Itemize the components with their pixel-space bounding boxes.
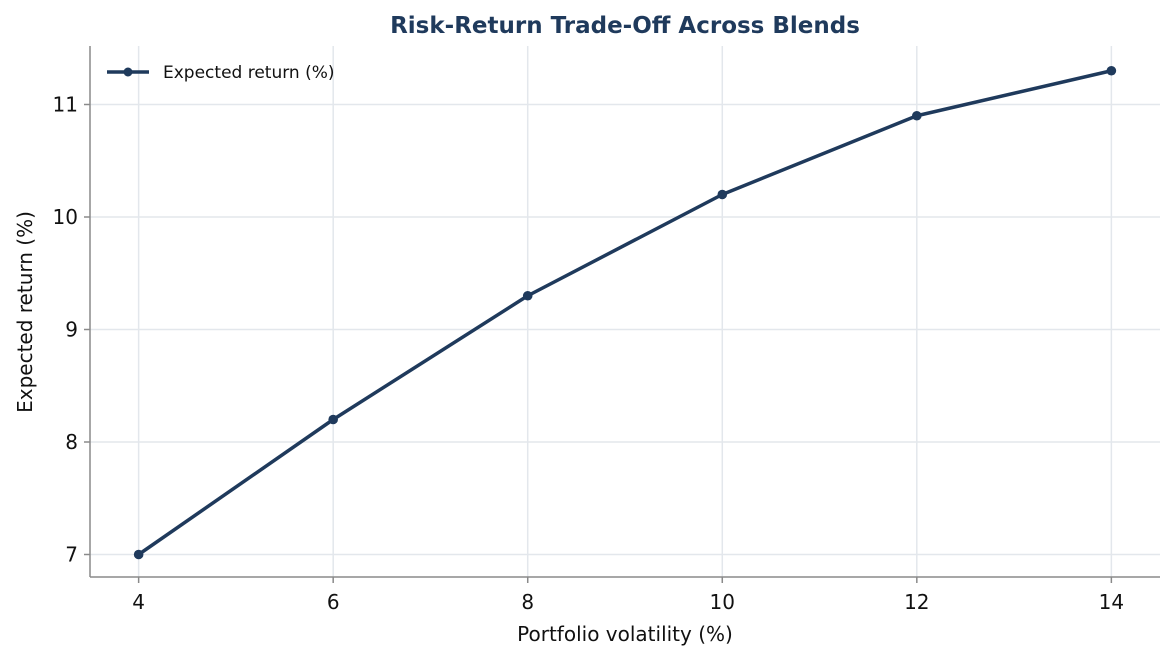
x-axis-label: Portfolio volatility (%) (517, 622, 733, 646)
axes (89, 46, 1160, 578)
chart-title: Risk-Return Trade-Off Across Blends (390, 13, 860, 39)
legend: Expected return (%) (107, 63, 335, 83)
x-tick-label: 14 (1099, 590, 1124, 614)
y-axis-label: Expected return (%) (13, 211, 37, 413)
x-tick-label: 4 (132, 590, 145, 614)
data-point (717, 189, 728, 200)
y-tick-label: 10 (53, 205, 78, 229)
y-axis-ticks: 7 8 9 10 11 (53, 93, 90, 567)
x-axis-ticks: 4 6 8 10 12 14 (132, 577, 1124, 614)
x-tick-label: 6 (327, 590, 340, 614)
x-tick-label: 10 (710, 590, 735, 614)
data-point (328, 414, 338, 425)
legend-marker (123, 67, 133, 77)
y-tick-label: 9 (65, 318, 78, 342)
series-line (136, 69, 1114, 557)
data-point (133, 549, 144, 560)
data-point (1106, 65, 1117, 76)
x-tick-label: 8 (521, 590, 534, 614)
legend-label: Expected return (%) (163, 63, 335, 83)
x-tick-label: 12 (904, 590, 929, 614)
data-point (912, 110, 922, 121)
data-point (522, 290, 533, 301)
grid-lines (90, 46, 1160, 577)
y-tick-label: 11 (53, 93, 78, 117)
y-tick-label: 8 (65, 430, 78, 454)
series-expected-return (133, 65, 1117, 560)
y-tick-label: 7 (65, 543, 78, 567)
